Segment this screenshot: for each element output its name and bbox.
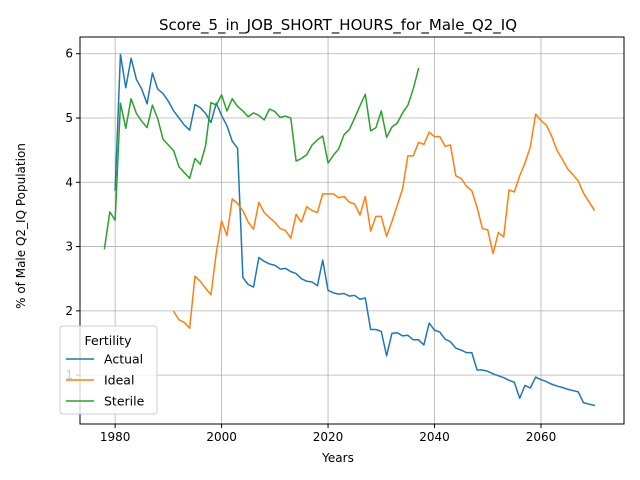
axis-ticks: 19802000202020402060123456: [65, 47, 556, 444]
y-tick-label: 5: [65, 111, 73, 125]
legend-title: Fertility: [85, 333, 133, 348]
x-tick-label: 2000: [206, 430, 237, 444]
legend-box: [59, 325, 158, 415]
series-line-sterile: [103, 67, 420, 250]
y-tick-label: 4: [65, 175, 73, 189]
legend-label-ideal: Ideal: [104, 373, 134, 388]
legend-label-sterile: Sterile: [104, 394, 145, 409]
x-axis-label: Years: [321, 451, 354, 465]
grid-lines: [80, 37, 624, 424]
x-tick-label: 1980: [100, 430, 131, 444]
y-tick-label: 6: [65, 47, 73, 61]
y-tick-label: 3: [65, 240, 73, 254]
legend-label-actual: Actual: [104, 352, 143, 367]
x-tick-label: 2020: [313, 430, 344, 444]
y-tick-label: 2: [65, 304, 73, 318]
series-line-actual: [114, 53, 596, 407]
x-tick-label: 2060: [526, 430, 557, 444]
legend-entries: Actual Ideal Sterile: [66, 352, 145, 409]
legend: Fertility Actual Ideal Sterile: [59, 325, 158, 415]
series-lines: [103, 53, 596, 407]
plot-frame: [79, 36, 625, 425]
series-line-ideal: [172, 113, 596, 329]
y-axis-label: % of Male Q2_IQ Population: [14, 143, 28, 309]
chart-title: Score_5_in_JOB_SHORT_HOURS_for_Male_Q2_I…: [159, 16, 517, 35]
x-tick-label: 2040: [419, 430, 450, 444]
